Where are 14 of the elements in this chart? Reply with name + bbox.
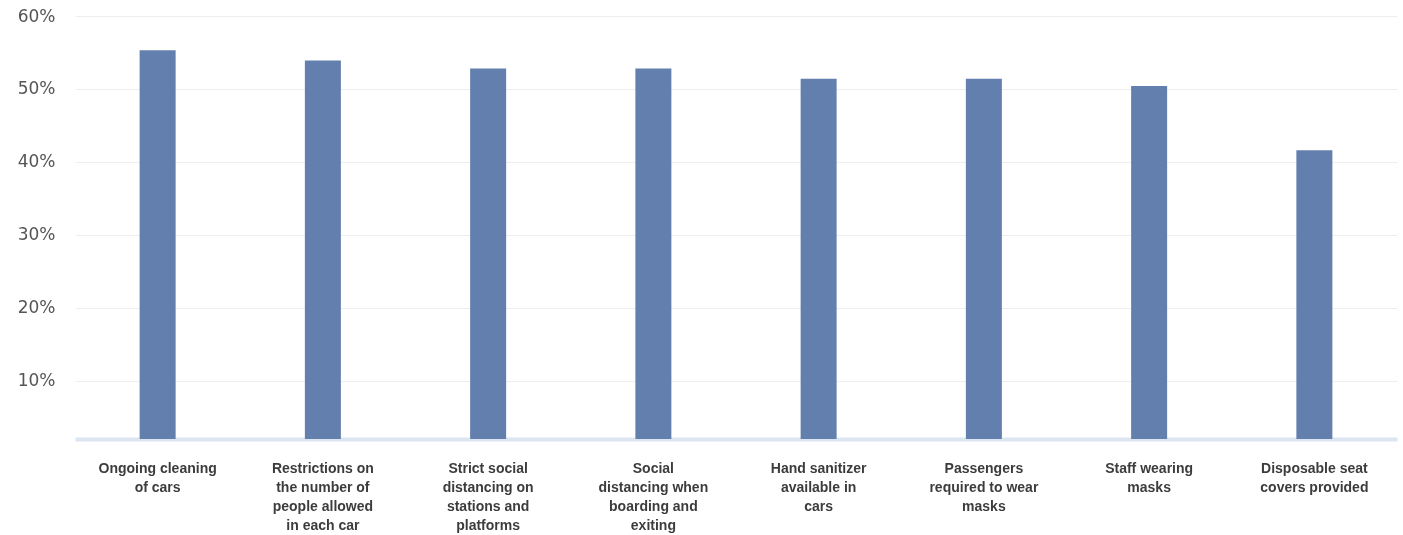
- x-tick-label: Disposable seat covers provided: [1260, 459, 1369, 495]
- y-tick-label: 30%: [17, 224, 56, 245]
- y-tick-label: 50%: [17, 78, 56, 99]
- x-tick-label: Ongoing cleaning of cars: [98, 459, 217, 495]
- x-tick-label: Passengers required to wear masks: [929, 459, 1039, 514]
- y-tick-label: 10%: [17, 370, 56, 391]
- x-tick-label: Staff wearing masks: [1105, 459, 1194, 495]
- y-tick-label: 20%: [17, 297, 56, 318]
- y-tick-label: 60%: [17, 5, 56, 26]
- x-tick-label: Social distancing when boarding and exiting: [598, 459, 709, 533]
- x-tick-label: Hand sanitizer available in cars: [770, 459, 868, 514]
- x-tick-label: Strict social distancing on stations and platforms: [442, 459, 534, 533]
- y-tick-label: 40%: [17, 151, 56, 172]
- x-tick-label: Restrictions on the number of people allowed in each car: [271, 459, 374, 533]
